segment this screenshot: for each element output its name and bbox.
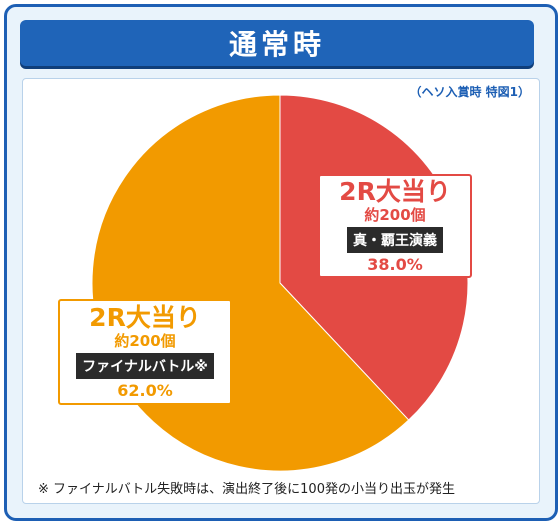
slice-38-label: 2R大当り bbox=[339, 177, 451, 206]
slice-label-box-62: 2R大当り 約200個 ファイナルバトル※ 62.0% bbox=[58, 299, 232, 405]
slice-62-percent: 62.0% bbox=[117, 381, 173, 400]
footnote: ※ ファイナルバトル失敗時は、演出終了後に100発の小当り出玉が発生 bbox=[38, 482, 455, 497]
slice-62-tag: ファイナルバトル※ bbox=[76, 353, 214, 379]
slice-label-box-38: 2R大当り 約200個 真・覇王演義 38.0% bbox=[318, 174, 472, 278]
slice-62-approx: 約200個 bbox=[114, 332, 176, 350]
slice-38-tag: 真・覇王演義 bbox=[347, 227, 443, 253]
source-note: （ヘソ入賞時 特図1） bbox=[409, 85, 530, 99]
title-bar: 通常時 bbox=[20, 20, 534, 66]
slice-62-label: 2R大当り bbox=[89, 303, 201, 332]
slice-38-approx: 約200個 bbox=[364, 206, 426, 224]
slice-38-percent: 38.0% bbox=[367, 255, 423, 274]
page-title: 通常時 bbox=[228, 28, 325, 61]
